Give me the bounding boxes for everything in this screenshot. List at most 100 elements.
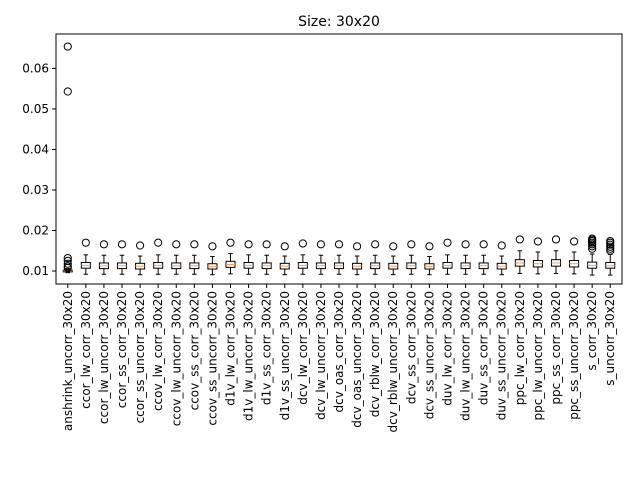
box-ccov_lw_uncorr_30x20 (171, 240, 182, 275)
y-tick-label: 0.04 (22, 142, 49, 156)
x-tick-label: d1v_lw_corr_30x20 (224, 291, 238, 406)
box-ccov_ss_corr_30x20 (189, 240, 200, 275)
outlier-point (389, 242, 398, 251)
box-ppc_lw_uncorr_30x20 (532, 237, 543, 275)
outlier-point (154, 238, 163, 247)
outlier-point (190, 240, 199, 249)
x-tick-label: s_corr_30x20 (585, 291, 599, 371)
outlier-point (63, 42, 72, 51)
box-duv_ss_corr_30x20 (478, 240, 489, 275)
outlier-point (425, 242, 434, 251)
outlier-point (63, 253, 72, 263)
box-ppc_lw_corr_30x20 (514, 235, 525, 274)
x-tick-label: ccov_ss_corr_30x20 (187, 291, 201, 410)
x-axis: anshrink_uncorr_30x20 ccor_lw_corr_30x20 c… (61, 284, 617, 432)
y-tick-label: 0.06 (22, 61, 49, 75)
box-duv_ss_uncorr_30x20 (496, 241, 507, 276)
outlier-point (63, 263, 72, 272)
x-tick-label: dcv_oas_uncorr_30x20 (350, 291, 364, 428)
x-tick-label: s_uncorr_30x20 (603, 291, 617, 386)
outlier-point (334, 240, 344, 249)
box-dcv_ss_uncorr_30x20 (424, 242, 435, 276)
box-d1v_ss_uncorr_30x20 (279, 242, 290, 276)
outlier-point (533, 237, 543, 246)
x-tick-label: ppc_ss_corr_30x20 (549, 291, 563, 405)
outlier-point (443, 238, 452, 247)
outlier-point (262, 240, 271, 249)
box-ccor_ss_uncorr_30x20 (135, 241, 146, 276)
x-tick-label: ppc_ss_uncorr_30x20 (567, 291, 581, 420)
box-dcv_lw_corr_30x20 (297, 239, 308, 275)
x-tick-label: ccor_ss_uncorr_30x20 (133, 291, 147, 423)
box-d1v_lw_corr_30x20 (225, 238, 236, 275)
box-dcv_rblw_corr_30x20 (370, 240, 381, 275)
outlier-point (99, 240, 109, 249)
outlier-point (208, 242, 217, 251)
outlier-point (244, 240, 253, 249)
box-anshrink_uncorr_30x20 (62, 42, 73, 274)
x-tick-label: ccov_lw_uncorr_30x20 (169, 291, 183, 426)
x-tick-label: ccor_lw_uncorr_30x20 (97, 291, 111, 424)
box-ppc_ss_uncorr_30x20 (569, 237, 580, 275)
outlier-point (588, 244, 597, 253)
box-s_uncorr_30x20 (605, 236, 616, 276)
box-dcv_rblw_uncorr_30x20 (388, 242, 399, 276)
x-tick-label: dcv_rblw_uncorr_30x20 (386, 291, 400, 432)
outlier-point (588, 240, 597, 249)
box-dcv_ss_corr_30x20 (406, 240, 417, 275)
outlier-point (606, 240, 615, 249)
outlier-point (606, 242, 615, 251)
outlier-point (352, 242, 362, 251)
x-tick-label: dcv_lw_corr_30x20 (296, 291, 310, 405)
outlier-point (569, 237, 579, 246)
box-d1v_lw_uncorr_30x20 (243, 240, 254, 275)
box-d1v_ss_corr_30x20 (261, 240, 272, 275)
outlier-point (226, 238, 235, 247)
x-tick-label: dcv_lw_uncorr_30x20 (314, 291, 328, 420)
outlier-point (588, 242, 597, 251)
outlier-point (298, 239, 307, 248)
box-ppc_ss_corr_30x20 (550, 235, 562, 274)
box-series-group (62, 42, 616, 276)
x-tick-label: duv_ss_uncorr_30x20 (495, 291, 509, 420)
x-tick-label: duv_lw_corr_30x20 (440, 291, 454, 406)
box-ccov_ss_uncorr_30x20 (207, 242, 218, 276)
y-tick-label: 0.03 (22, 183, 49, 197)
box-dcv_oas_uncorr_30x20 (352, 242, 363, 276)
outlier-point (461, 240, 470, 249)
chart-title: Size: 30x20 (298, 14, 380, 30)
x-tick-label: ccor_ss_corr_30x20 (115, 291, 129, 408)
y-tick-label: 0.05 (22, 102, 49, 116)
outlier-point (63, 259, 72, 268)
x-tick-label: anshrink_uncorr_30x20 (61, 291, 75, 431)
x-tick-label: ccor_lw_corr_30x20 (79, 291, 93, 409)
box-ccov_lw_corr_30x20 (153, 238, 164, 275)
y-axis: 0.01 0.02 0.03 0.04 0.05 0.06 (22, 61, 56, 278)
box-dcv_lw_uncorr_30x20 (315, 240, 326, 275)
x-tick-label: ccov_ss_uncorr_30x20 (205, 291, 219, 426)
outlier-point (81, 238, 90, 247)
outlier-point (63, 87, 72, 96)
outlier-point (606, 246, 615, 255)
outlier-point (135, 241, 145, 250)
box-ccor_lw_corr_30x20 (80, 238, 91, 275)
box-dcv_oas_corr_30x20 (333, 240, 345, 275)
x-tick-label: d1v_ss_uncorr_30x20 (278, 291, 292, 420)
outlier-point (316, 240, 326, 249)
outlier-point (117, 240, 127, 249)
outlier-point (371, 240, 380, 249)
outlier-point (515, 235, 524, 244)
box-ccor_ss_corr_30x20 (116, 240, 128, 275)
outlier-point (479, 240, 488, 249)
x-tick-label: duv_lw_uncorr_30x20 (459, 291, 473, 421)
box-duv_lw_uncorr_30x20 (460, 240, 471, 275)
x-tick-label: dcv_ss_uncorr_30x20 (422, 291, 436, 419)
box-s_corr_30x20 (587, 234, 598, 276)
outlier-point (606, 244, 615, 253)
x-tick-label: dcv_rblw_corr_30x20 (368, 291, 382, 417)
x-tick-label: d1v_ss_corr_30x20 (260, 291, 274, 405)
x-tick-label: dcv_oas_corr_30x20 (332, 291, 346, 413)
y-tick-label: 0.01 (22, 264, 49, 278)
